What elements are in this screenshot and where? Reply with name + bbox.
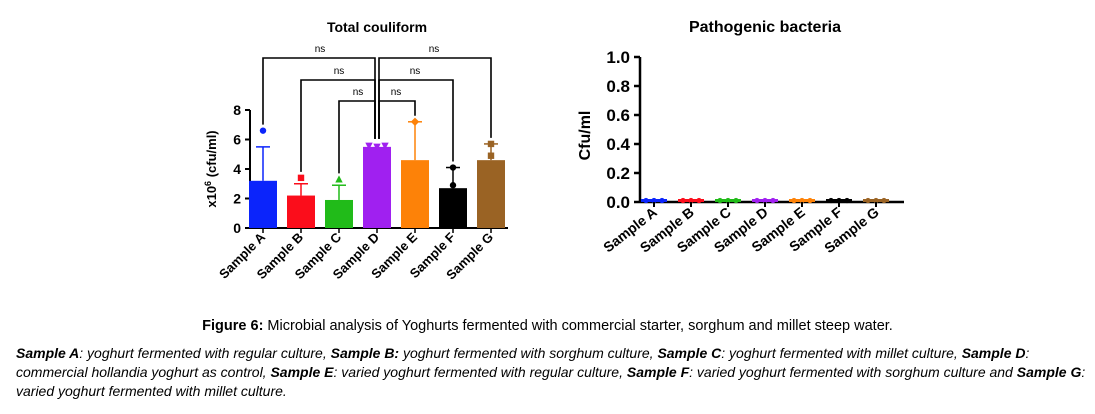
figure-legend: Sample A: yoghurt fermented with regular… [16,344,1086,401]
y-tick-label: 0 [233,220,241,236]
bar [363,146,391,228]
legend-sample-name: Sample B: [330,345,400,361]
legend-sample-desc: : yoghurt fermented with regular culture… [79,345,331,361]
data-point [680,197,686,204]
significance-label: ns [353,87,364,98]
chart-title: Total couliform [327,19,427,35]
data-point [659,197,665,204]
bar [401,160,429,228]
data-point [381,142,389,150]
data-point [449,164,457,171]
y-tick-label: 0.0 [606,193,630,212]
significance-label: ns [429,44,440,55]
legend-sample-desc: yoghurt fermented with sorghum culture, [399,345,658,361]
chart-title: Pathogenic bacteria [689,19,841,36]
data-point [487,152,495,159]
y-axis-label: Cfu/ml [577,111,594,161]
legend-sample-desc: : varied yoghurt fermented with sorghum … [689,364,1017,380]
comparison-bracket [378,100,416,139]
legend-sample-name: Sample G [1016,364,1082,380]
data-point [873,197,879,204]
legend-sample-name: Sample D [961,345,1026,361]
data-point [770,197,776,204]
data-point [799,197,805,204]
data-point [865,197,871,204]
data-point [335,175,343,183]
data-point [725,197,731,204]
legend-sample-name: Sample E [270,364,334,380]
data-point [733,197,739,204]
bar [249,180,277,228]
y-tick-label: 0.6 [606,106,630,125]
data-point [881,197,887,204]
y-tick-label: 8 [233,102,241,118]
data-point [717,197,723,204]
y-tick-label: 0.4 [606,135,630,154]
data-point [791,197,797,204]
comparison-bracket [262,57,376,139]
data-point [643,197,649,204]
y-tick-label: 4 [233,161,241,177]
data-point [449,182,457,189]
significance-label: ns [334,66,345,77]
data-point [754,197,760,204]
y-tick-label: 2 [233,191,241,207]
data-point [487,140,495,148]
comparison-bracket [378,57,492,139]
data-point [297,174,305,182]
caption-label: Figure 6: [202,318,264,334]
comparison-bracket [338,100,376,174]
data-point [762,197,768,204]
legend-sample-name: Sample C [657,345,722,361]
bar [439,188,467,228]
data-point [365,142,373,150]
legend-sample-name: Sample A [16,345,80,361]
data-point [807,197,813,204]
data-point [373,143,381,151]
y-axis-label: x106 (cfu/ml) [203,130,219,207]
y-tick-label: 0.8 [606,77,630,96]
y-tick-label: 6 [233,132,241,148]
significance-label: ns [410,66,421,77]
y-tick-label: 1.0 [606,48,630,67]
bar [287,195,315,228]
legend-sample-desc: : yoghurt fermented with millet culture, [721,345,962,361]
data-point [844,197,850,204]
data-point [828,197,834,204]
y-tick-label: 0.2 [606,164,630,183]
caption-text: Microbial analysis of Yoghurts fermented… [263,318,893,334]
significance-label: ns [315,44,326,55]
figure-caption: Figure 6: Microbial analysis of Yoghurts… [0,318,1095,334]
data-point [696,197,702,204]
legend-sample-name: Sample F [626,364,690,380]
bar [325,199,353,228]
legend-sample-desc: : varied yoghurt fermented with regular … [333,364,627,380]
significance-label: ns [391,87,402,98]
data-point [410,117,420,126]
legend-sample-desc: : varied yoghurt fermented with millet c… [16,364,1086,399]
data-point [836,197,842,204]
data-point [259,127,267,134]
data-point [651,197,657,204]
legend-sample-desc: : commercial hollandia yoghurt as contro… [16,345,1030,380]
data-point [688,197,694,204]
bar [477,160,505,228]
